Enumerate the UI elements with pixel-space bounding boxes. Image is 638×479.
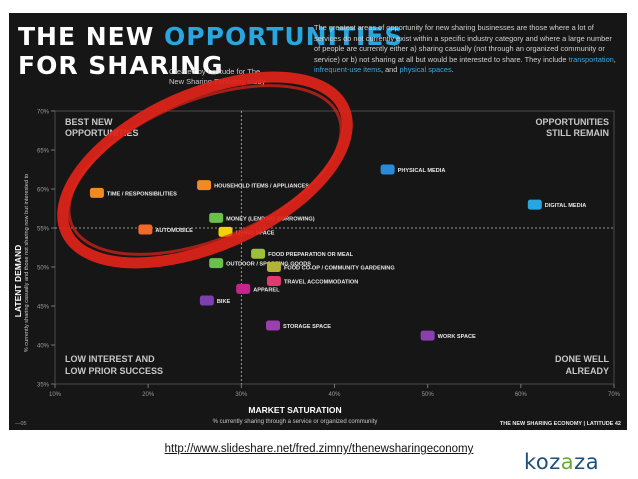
credit-line-1: Created by Latitude for The — [169, 67, 261, 76]
car-icon — [138, 224, 153, 235]
point-label: AUTOMOBILE — [155, 228, 193, 234]
data-point: FOOD CO-OP / COMMUNITY GARDENING — [266, 262, 395, 272]
slide: THE NEW OPPORTUNITIES FOR SHARING Create… — [9, 13, 627, 430]
y-tick-label: 60% — [37, 188, 50, 194]
kozaza-logo: kozaza — [524, 450, 599, 474]
title-highlight: OPPORTUNITIES — [164, 22, 404, 51]
brand-prefix: koz — [524, 450, 561, 474]
alarm-clock-icon — [89, 187, 104, 198]
footer-right-text: THE NEW SHARING ECONOMY | LATITUDE 42 — [500, 421, 621, 427]
quadrant-top-left-line2: OPPORTUNITIES — [65, 128, 139, 138]
y-tick-label: 50% — [37, 266, 50, 272]
point-label: PHYSICAL MEDIA — [398, 168, 446, 174]
y-tick-label: 55% — [37, 227, 50, 233]
headphones-icon — [380, 164, 395, 175]
point-label: APPAREL — [253, 287, 280, 293]
quadrant-bottom-left-line2: LOW PRIOR SUCCESS — [65, 366, 163, 376]
y-axis-title: LATENT DEMAND — [13, 245, 23, 318]
point-label: TIME / RESPONSIBILITIES — [107, 191, 177, 197]
intro-sep-2: , and — [380, 65, 400, 74]
y-tick-label: 35% — [37, 383, 50, 389]
x-tick-label: 40% — [328, 392, 341, 398]
footer-left-text: —05 — [15, 421, 27, 427]
point-label: STORAGE SPACE — [283, 324, 331, 330]
sporting-goods-icon — [209, 258, 224, 269]
x-axis-title: MARKET SATURATION — [248, 405, 341, 415]
point-label: WORK SPACE — [438, 334, 476, 340]
dollar-icon — [209, 212, 224, 223]
data-point: FOOD PREPARATION OR MEAL — [251, 248, 354, 259]
y-tick-label: 70% — [37, 110, 50, 116]
intro-keyword-spaces: physical spaces — [399, 65, 452, 74]
slide-title-line2: FOR SHARING — [18, 51, 224, 80]
data-point: HOUSEHOLD ITEMS / APPLIANCES — [197, 180, 309, 191]
point-label: BIKE — [217, 299, 231, 305]
quadrant-bottom-right-line2: ALREADY — [565, 366, 609, 376]
quadrant-top-left-line1: BEST NEW — [65, 117, 113, 127]
data-point: AUTOMOBILE — [138, 224, 193, 235]
intro-text: The greatest areas of opportunity for ne… — [314, 23, 619, 76]
intro-end: . — [451, 65, 454, 74]
data-point: APPAREL — [236, 283, 280, 294]
x-tick-label: 20% — [142, 392, 155, 398]
brand-letter-a: a — [560, 450, 575, 474]
intro-main: The greatest areas of opportunity for ne… — [314, 23, 612, 64]
point-label: TRAVEL ACCOMMODATION — [284, 280, 358, 286]
appliance-icon — [197, 180, 212, 191]
x-tick-label: 30% — [235, 392, 248, 398]
data-point: TRAVEL ACCOMMODATION — [266, 276, 358, 287]
point-label: DIGITAL MEDIA — [545, 203, 586, 209]
brand-letter-z: z — [574, 450, 586, 474]
y-tick-label: 40% — [37, 344, 50, 350]
opportunity-chart: 35% 40% 45% 50% 55% 60% 65% 70% 10% 20% 30% 40% 50% 6… — [13, 71, 621, 427]
data-point: BIKE — [199, 295, 231, 306]
brand-letter-a2: a — [585, 450, 600, 474]
highlight-circle-inner-stroke — [67, 84, 343, 256]
x-tick-label: 50% — [422, 392, 435, 398]
x-tick-label: 70% — [608, 392, 621, 398]
point-label: FOOD CO-OP / COMMUNITY GARDENING — [284, 266, 395, 272]
shirt-icon — [236, 283, 251, 294]
x-tick-label: 10% — [49, 392, 62, 398]
data-point: WORK SPACE — [420, 330, 476, 341]
bike-icon — [199, 295, 214, 306]
storage-icon — [266, 320, 281, 331]
plane-icon — [266, 276, 281, 287]
data-point: STORAGE SPACE — [266, 320, 331, 331]
slide-title-line1: THE NEW OPPORTUNITIES — [18, 22, 403, 51]
y-axis-subtitle: % currently sharing casually and those n… — [24, 174, 30, 352]
intro-keyword-infrequent: infrequent-use items — [314, 65, 381, 74]
x-axis-subtitle: % currently sharing through a service or… — [213, 419, 378, 425]
monitor-icon — [527, 199, 542, 210]
intro-keyword-transportation: transportation — [568, 54, 614, 64]
point-label: FOOD PREPARATION OR MEAL — [268, 252, 354, 258]
data-point: PHYSICAL MEDIA — [380, 164, 446, 175]
highlight-circle — [57, 71, 353, 269]
data-point: DIGITAL MEDIA — [527, 199, 586, 210]
data-point: TIME / RESPONSIBILITIES — [89, 187, 177, 198]
quadrant-bottom-right-line1: DONE WELL — [555, 354, 609, 364]
quadrant-top-right-line1: OPPORTUNITIES — [535, 117, 609, 127]
title-part1: THE NEW — [18, 22, 165, 51]
garden-icon — [266, 262, 281, 272]
food-icon — [251, 248, 266, 259]
intro-sep-1: , — [613, 54, 616, 64]
point-label: HOUSEHOLD ITEMS / APPLIANCES — [214, 184, 309, 190]
source-link[interactable]: http://www.slideshare.net/fred.zimny/the… — [164, 443, 474, 455]
y-tick-label: 45% — [37, 305, 50, 311]
desk-icon — [420, 330, 435, 341]
x-tick-label: 60% — [515, 392, 528, 398]
quadrant-top-right-line2: STILL REMAIN — [546, 128, 609, 138]
quadrant-bottom-left-line1: LOW INTEREST AND — [65, 354, 155, 364]
y-tick-label: 65% — [37, 149, 50, 155]
